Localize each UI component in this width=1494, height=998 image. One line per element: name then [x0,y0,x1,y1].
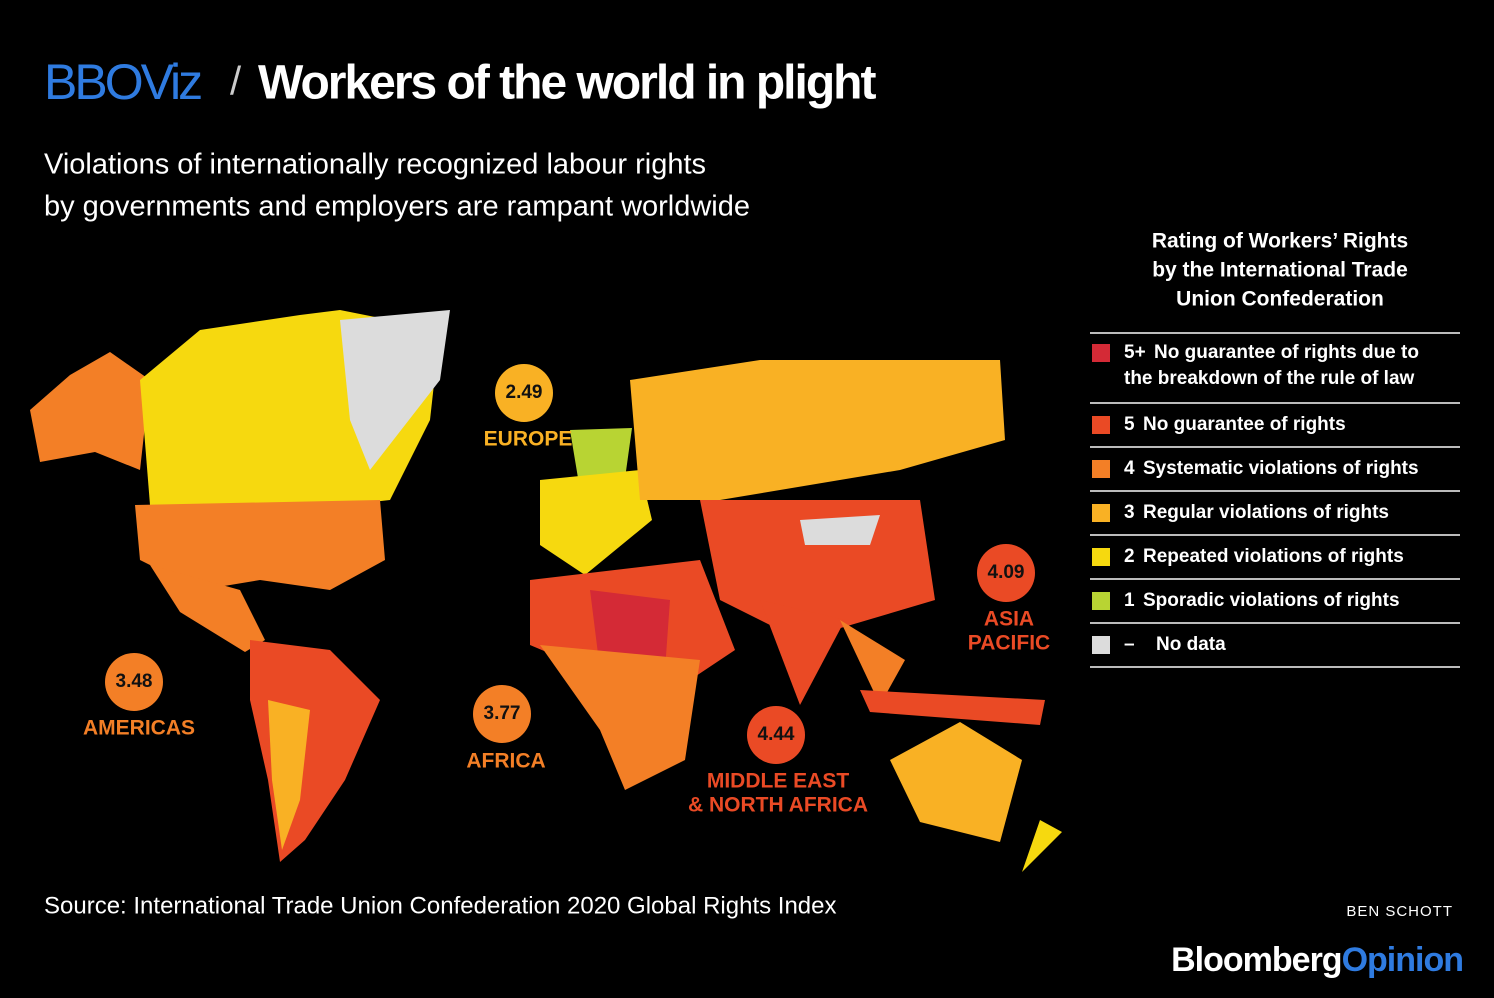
subtitle: Violations of internationally recognized… [44,149,706,181]
legend-text: Repeated violations of rights [1143,546,1404,567]
region-name: MIDDLE EAST [707,770,850,793]
logo-opinion: Opinion [1342,941,1463,979]
legend-code: – [1124,634,1135,655]
legend-text: Systematic violations of rights [1143,458,1419,479]
region-name: EUROPE [484,428,573,451]
region-bubble [495,364,553,422]
legend-text: Regular violations of rights [1143,502,1389,523]
legend-swatch [1092,592,1110,610]
region-name: AFRICA [466,750,545,773]
legend-swatch [1092,636,1110,654]
legend-swatch [1092,344,1110,362]
legend-text: No data [1156,634,1226,655]
region-name: AMERICAS [83,717,195,740]
legend-text: No guarantee of rights [1143,414,1346,435]
legend-code: 4 [1124,458,1135,479]
legend-code: 5 [1124,414,1135,435]
legend-title: Rating of Workers’ Rights [1152,230,1408,253]
legend-code: 3 [1124,502,1135,523]
region-value: 2.49 [506,382,543,403]
region-bubble [473,685,531,743]
source: Source: International Trade Union Confed… [44,892,837,919]
region-bubble [105,653,163,711]
legend-text: Sporadic violations of rights [1143,590,1400,611]
legend-title: Union Confederation [1176,288,1384,311]
subtitle: by governments and employers are rampant… [44,191,750,223]
brand: BBOViz [44,54,201,110]
legend-code: 1 [1124,590,1135,611]
legend-code: 5+ [1124,342,1146,363]
byline: BEN SCHOTT [1346,903,1453,920]
region-name: PACIFIC [968,632,1050,655]
region-value: 3.77 [484,703,521,724]
legend-swatch [1092,504,1110,522]
region-value: 4.09 [988,562,1025,583]
logo: BloombergOpinion [1171,941,1463,979]
separator: / [230,60,242,104]
legend-swatch [1092,548,1110,566]
logo-bloomberg: Bloomberg [1171,941,1341,979]
region-value: 3.48 [116,671,153,692]
region-bubble [747,706,805,764]
world-map [30,310,1062,872]
legend-text: the breakdown of the rule of law [1124,368,1415,389]
legend-swatch [1092,416,1110,434]
legend-swatch [1092,460,1110,478]
region-name: ASIA [984,608,1034,631]
title: Workers of the world in plight [258,57,876,110]
legend-code: 2 [1124,546,1135,567]
region-value: 4.44 [758,724,795,745]
region-bubble [977,544,1035,602]
region-name: & NORTH AFRICA [688,794,868,817]
legend-text: No guarantee of rights due to [1154,342,1419,363]
legend-title: by the International Trade [1152,259,1408,282]
